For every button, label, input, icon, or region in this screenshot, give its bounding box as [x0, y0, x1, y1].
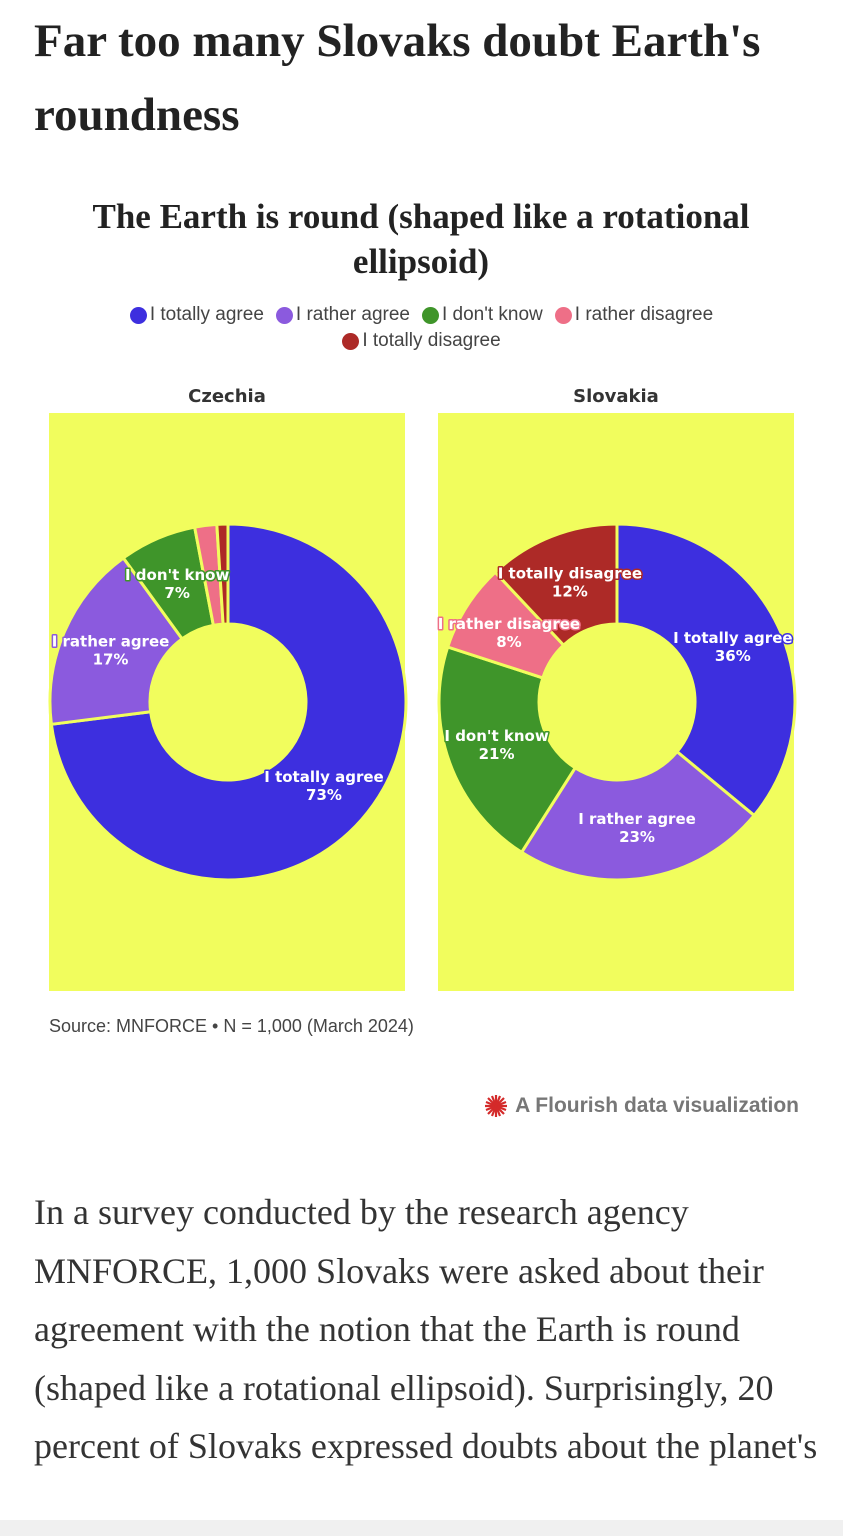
legend-label: I rather disagree — [574, 304, 714, 325]
data-label-category: I rather agree — [578, 810, 696, 828]
data-label-value: 17% — [93, 651, 129, 669]
legend-label: I totally agree — [149, 304, 264, 325]
bottom-bar — [0, 1520, 843, 1536]
legend-item: I rather disagree — [554, 304, 714, 326]
flourish-icon — [485, 1095, 508, 1117]
data-label-value: 12% — [552, 582, 588, 600]
headline: Far too many Slovaks doubt Earth's round… — [34, 15, 761, 141]
data-label-value: 36% — [715, 647, 751, 665]
legend-item: I rather agree — [275, 304, 410, 326]
data-label-category: I don't know — [444, 727, 548, 745]
legend-swatch — [421, 306, 439, 324]
donut-slice — [215, 522, 230, 626]
donut-slice — [437, 645, 577, 854]
donut-slice — [520, 750, 756, 882]
data-label-category: I don't know — [125, 566, 229, 584]
data-label-value: 7% — [164, 584, 189, 602]
paragraph: In a survey conducted by the research ag… — [34, 1192, 818, 1466]
donut-slice — [48, 556, 184, 726]
source: Source: MNFORCE • N = 1,000 (March 2024) — [49, 1016, 414, 1036]
donut-slice — [493, 522, 619, 647]
data-label-value: 73% — [306, 786, 342, 804]
data-label-value: 8% — [496, 633, 521, 651]
legend-swatch — [129, 306, 147, 324]
data-label-value: 23% — [619, 828, 655, 846]
data-label-value: 21% — [479, 745, 515, 763]
legend-swatch — [342, 332, 360, 350]
legend-item: I totally agree — [129, 304, 264, 326]
legend-label: I rather agree — [295, 304, 410, 325]
legend-label: I don't know — [441, 304, 543, 325]
panel-title: Slovakia — [573, 386, 659, 407]
data-label-category: I totally agree — [264, 768, 383, 786]
donut-slice — [49, 522, 408, 882]
data-label-category: I totally agree — [673, 629, 792, 647]
chart-title: The Earth is round (shaped like a rotati… — [92, 197, 750, 281]
data-label-category: I totally disagree — [498, 564, 642, 582]
panel-title: Czechia — [188, 386, 266, 407]
legend-item: I totally disagree — [342, 330, 501, 352]
data-label-category: I rather agree — [52, 633, 170, 651]
credit-text[interactable]: A Flourish data visualization — [515, 1094, 799, 1117]
legend-label: I totally disagree — [362, 330, 501, 351]
legend-item: I don't know — [421, 304, 543, 326]
legend-swatch — [275, 306, 293, 324]
credit[interactable]: A Flourish data visualization — [483, 1093, 799, 1119]
legend-swatch — [554, 306, 572, 324]
data-label-category: I rather disagree — [438, 615, 580, 633]
donut-slice — [615, 522, 797, 817]
legend: I totally agree I rather agree I don't kno… — [90, 304, 753, 352]
